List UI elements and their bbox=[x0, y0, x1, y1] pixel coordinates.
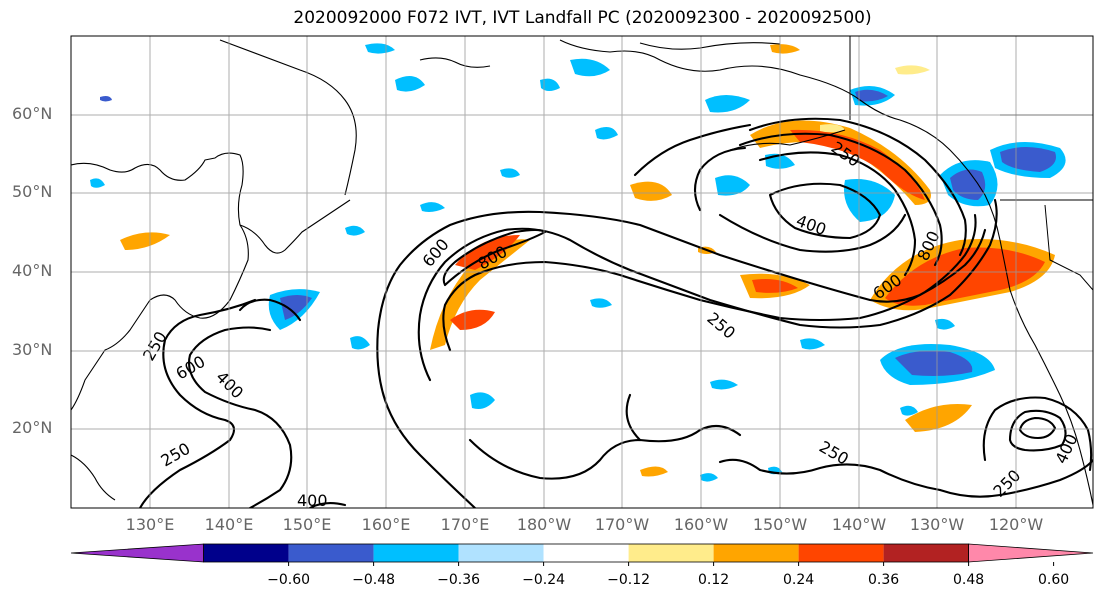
gridlines bbox=[71, 36, 1093, 508]
colorbar-band bbox=[798, 544, 884, 562]
colorbar-band bbox=[458, 544, 544, 562]
lon-label-170w: 170°W bbox=[594, 515, 650, 534]
map-frame bbox=[70, 35, 1094, 509]
map-title: 2020092000 F072 IVT, IVT Landfall PC (20… bbox=[293, 8, 872, 28]
colorbar-tick-label: −0.60 bbox=[267, 572, 311, 588]
colorbar-band bbox=[883, 544, 969, 562]
colorbar-band bbox=[373, 544, 459, 562]
colorbar-extension-high bbox=[968, 543, 1094, 563]
colorbar-band bbox=[628, 544, 714, 562]
lat-label-40n: 40°N bbox=[12, 261, 53, 280]
lon-label-140w: 140°W bbox=[831, 515, 887, 534]
colorbar-band bbox=[543, 544, 629, 562]
colorbar-tick-label: 0.60 bbox=[1038, 572, 1070, 588]
colorbar-tick-label: 0.12 bbox=[698, 572, 730, 588]
contour-label-400: 400 bbox=[297, 491, 328, 510]
colorbar-outline bbox=[203, 543, 970, 563]
lat-label-50n: 50°N bbox=[12, 182, 53, 201]
colorbar-tick-label: 0.36 bbox=[868, 572, 900, 588]
colorbar-tick-label: −0.48 bbox=[352, 572, 396, 588]
lon-label-130w: 130°W bbox=[909, 515, 965, 534]
colorbar-extension-low bbox=[70, 543, 204, 563]
lon-label-150e: 150°E bbox=[282, 515, 332, 534]
colorbar-tick-label: −0.12 bbox=[607, 572, 651, 588]
lon-label-150w: 150°W bbox=[752, 515, 808, 534]
colorbar-tick-label: −0.24 bbox=[522, 572, 566, 588]
lon-label-120w: 120°W bbox=[988, 515, 1044, 534]
lat-label-30n: 30°N bbox=[12, 340, 53, 359]
colorbar-tick-label: 0.24 bbox=[783, 572, 815, 588]
colorbar bbox=[70, 543, 1094, 566]
lon-label-140e: 140°E bbox=[204, 515, 254, 534]
lon-label-160w: 160°W bbox=[673, 515, 729, 534]
lon-label-170e: 170°E bbox=[440, 515, 490, 534]
lon-label-180w: 180°W bbox=[516, 515, 572, 534]
colorbar-band bbox=[203, 544, 289, 562]
colorbar-tick-label: 0.48 bbox=[953, 572, 985, 588]
colorbar-tick-label: −0.36 bbox=[437, 572, 481, 588]
lon-label-160e: 160°E bbox=[361, 515, 411, 534]
colorbar-band bbox=[288, 544, 374, 562]
colorbar-band bbox=[713, 544, 799, 562]
lat-label-60n: 60°N bbox=[12, 104, 53, 123]
lat-label-20n: 20°N bbox=[12, 418, 53, 437]
lon-label-130e: 130°E bbox=[125, 515, 175, 534]
